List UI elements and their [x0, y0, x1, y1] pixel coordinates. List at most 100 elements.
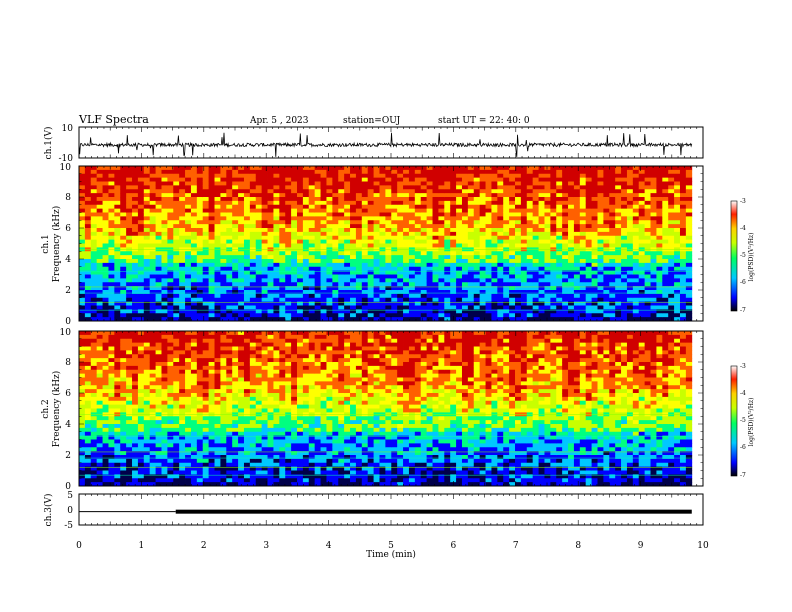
spectrogram-cell — [167, 393, 174, 398]
spectrogram-cell — [420, 185, 428, 190]
spectrogram-cell — [108, 305, 115, 310]
spectrogram-cell — [79, 251, 86, 256]
spectrogram-cell — [255, 262, 263, 268]
spectrogram-cell — [297, 274, 304, 279]
spectrogram-cell — [114, 189, 121, 194]
spectrogram-cell — [137, 317, 145, 322]
spectrogram-cell — [668, 293, 675, 299]
spectrogram-cell — [503, 235, 510, 241]
spectrogram-cell — [379, 212, 386, 217]
spectrogram-cell — [674, 177, 681, 182]
spectrogram-cell — [361, 255, 369, 260]
spectrogram-cell — [149, 427, 156, 433]
spectrogram-cell — [538, 255, 545, 260]
spectrogram-cell — [556, 200, 563, 206]
spectrogram-cell — [155, 185, 162, 190]
spectrogram-cell — [96, 216, 103, 221]
spectrogram-cell — [679, 193, 687, 198]
spectrogram-cell — [420, 189, 428, 194]
spectrogram-cell — [261, 235, 268, 241]
spectrogram-cell — [314, 231, 321, 237]
spectrogram-cell — [137, 200, 145, 206]
spectrogram-cell — [161, 470, 168, 475]
spectrogram-cell — [173, 334, 180, 340]
spectrogram-cell — [662, 266, 669, 272]
spectrogram-cell — [297, 204, 304, 210]
spectrogram-cell — [674, 262, 681, 268]
spectrogram-cell — [108, 354, 115, 359]
spectrogram-cell — [391, 297, 398, 303]
spectrogram-cell — [137, 389, 145, 394]
spectrogram-cell — [414, 313, 422, 318]
spectrogram-cell — [638, 169, 646, 175]
spectrogram-cell — [267, 301, 274, 306]
spectrogram-cell — [143, 293, 151, 299]
spectrogram-cell — [285, 166, 292, 171]
spectrogram-cell — [326, 286, 333, 291]
spectrogram-cell — [485, 301, 492, 306]
spectrogram-cell — [379, 193, 386, 198]
spectrogram-cell — [238, 313, 245, 318]
spectrogram-cell — [597, 313, 604, 318]
spectrogram-cell — [632, 266, 640, 272]
spectrogram-cell — [79, 216, 86, 221]
spectrogram-cell — [232, 193, 239, 198]
spectrogram-cell — [137, 262, 145, 268]
spectrogram-cell — [520, 282, 528, 287]
spectrogram-cell — [615, 305, 622, 310]
spectrogram-cell — [132, 200, 139, 206]
spectrogram-cell — [638, 255, 646, 260]
spectrogram-cell — [515, 177, 522, 182]
spectrogram-cell — [444, 301, 451, 306]
spectrogram-cell — [326, 204, 333, 210]
spectrogram-cell — [132, 286, 139, 291]
spectrogram-cell — [220, 290, 227, 295]
spectrogram-cell — [503, 197, 510, 202]
spectrogram-cell — [573, 239, 581, 244]
spectrogram-cell — [297, 317, 304, 322]
spectrogram-cell — [361, 282, 369, 287]
spectrogram-cell — [526, 177, 534, 182]
spectrogram-cell — [79, 377, 86, 382]
spectrogram-cell — [568, 204, 575, 210]
spectrogram-cell — [167, 381, 174, 386]
spectrogram-cell — [279, 235, 286, 241]
spectrogram-cell — [497, 216, 504, 221]
spectrogram-cell — [603, 270, 610, 275]
spectrogram-cell — [143, 278, 151, 283]
spectrogram-cell — [190, 181, 198, 186]
spectrogram-cell — [373, 290, 380, 295]
spectrogram-cell — [408, 317, 416, 322]
spectrogram-cell — [149, 305, 156, 310]
spectrogram-cell — [573, 204, 581, 210]
spectrogram-cell — [626, 301, 634, 306]
spectrogram-cell — [585, 297, 592, 303]
spectrogram-cell — [632, 262, 640, 268]
spectrogram-cell — [420, 228, 428, 233]
spectrogram-cell — [668, 259, 675, 264]
spectrogram-cell — [96, 474, 103, 479]
spectrogram-cell — [332, 197, 339, 202]
spectrogram-cell — [532, 239, 539, 244]
spectrogram-cell — [90, 270, 98, 275]
spectrogram-cell — [332, 239, 339, 244]
spectrogram-cell — [632, 220, 640, 225]
spectrogram-cell — [137, 408, 145, 413]
spectrogram-cell — [249, 197, 257, 202]
spectrogram-cell — [573, 305, 581, 310]
spectrogram-cell — [497, 177, 504, 182]
spectrogram-cell — [414, 293, 422, 299]
spectrogram-cell — [84, 400, 92, 406]
spectrogram-cell — [143, 400, 151, 406]
spec1-ytick-2: 2 — [65, 286, 71, 296]
spectrogram-cell — [668, 208, 675, 213]
spectrogram-cell — [149, 166, 156, 171]
spectrogram-cell — [90, 358, 98, 363]
spectrogram-cell — [267, 305, 274, 310]
spectrogram-cell — [656, 297, 663, 303]
spectrogram-cell — [226, 274, 233, 279]
spectrogram-cell — [185, 166, 192, 171]
spectrogram-cell — [397, 177, 404, 182]
spectrogram-cell — [550, 262, 557, 268]
spectrogram-cell — [397, 185, 404, 190]
